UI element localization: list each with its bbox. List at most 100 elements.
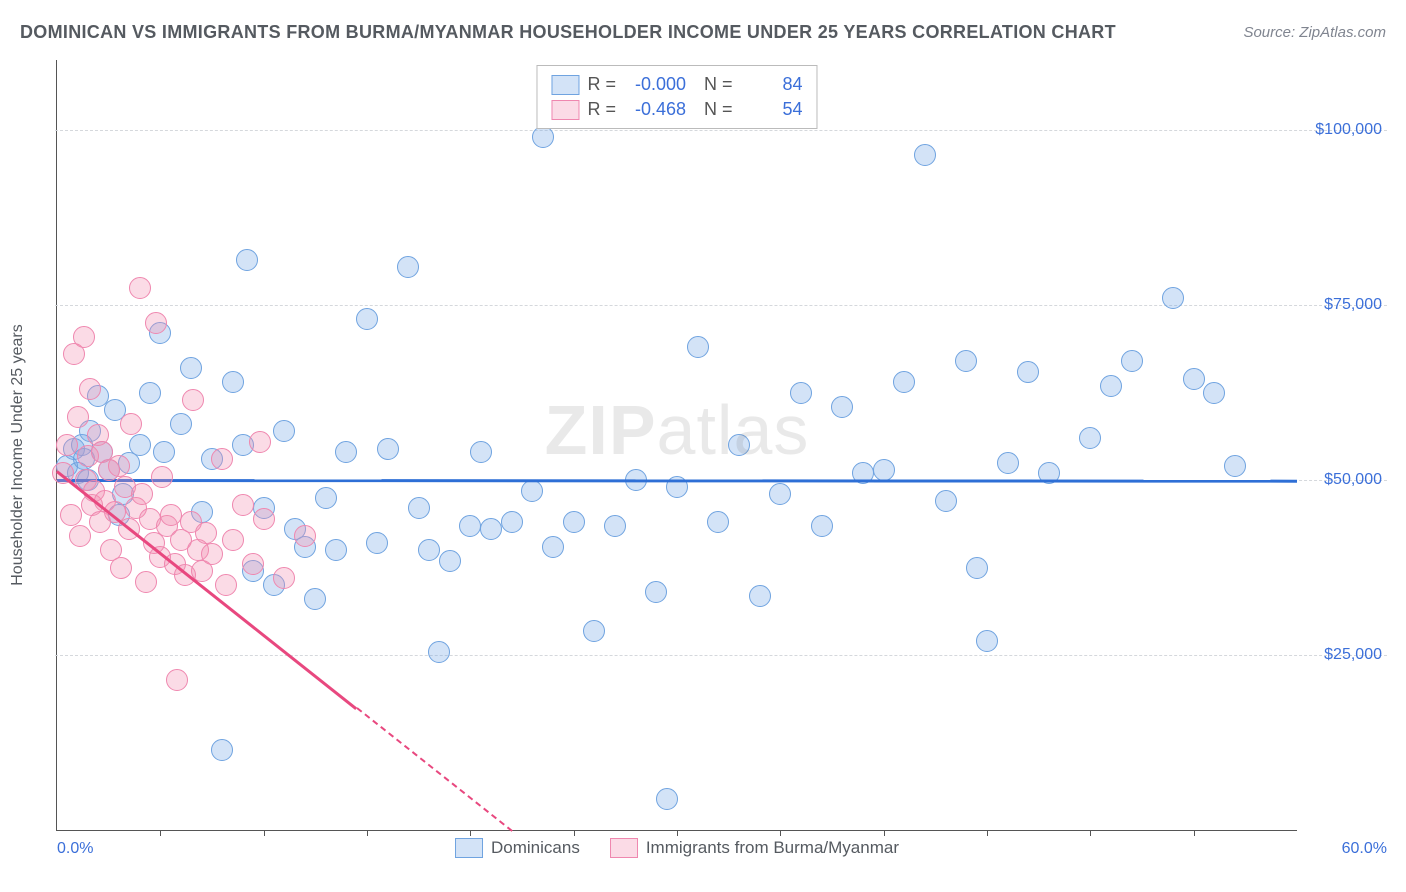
data-point-burma <box>129 277 151 299</box>
data-point-burma <box>232 494 254 516</box>
data-point-burma <box>67 406 89 428</box>
data-point-dominicans <box>521 480 543 502</box>
data-point-burma <box>195 522 217 544</box>
legend-label: Immigrants from Burma/Myanmar <box>646 838 899 858</box>
data-point-dominicans <box>439 550 461 572</box>
legend-series: Dominicans Immigrants from Burma/Myanmar <box>455 838 899 858</box>
data-point-dominicans <box>470 441 492 463</box>
data-point-dominicans <box>459 515 481 537</box>
y-tick-label: $50,000 <box>1324 471 1382 489</box>
data-point-dominicans <box>236 249 258 271</box>
data-point-dominicans <box>831 396 853 418</box>
data-point-dominicans <box>707 511 729 533</box>
data-point-burma <box>222 529 244 551</box>
grid-line <box>55 655 1387 656</box>
legend-r-value: -0.000 <box>624 74 686 95</box>
data-point-burma <box>160 504 182 526</box>
data-point-dominicans <box>211 739 233 761</box>
data-point-burma <box>60 504 82 526</box>
data-point-dominicans <box>687 336 709 358</box>
data-point-dominicans <box>1224 455 1246 477</box>
data-point-dominicans <box>335 441 357 463</box>
x-tick <box>677 830 678 836</box>
x-tick <box>1090 830 1091 836</box>
source-label: Source: ZipAtlas.com <box>1243 24 1386 41</box>
data-point-burma <box>215 574 237 596</box>
data-point-burma <box>79 378 101 400</box>
y-tick-label: $25,000 <box>1324 646 1382 664</box>
data-point-burma <box>73 326 95 348</box>
data-point-dominicans <box>397 256 419 278</box>
x-tick <box>264 830 265 836</box>
watermark: ZIPatlas <box>545 390 810 470</box>
legend-swatch-burma <box>610 838 638 858</box>
y-tick-label: $100,000 <box>1315 121 1382 139</box>
data-point-dominicans <box>408 497 430 519</box>
data-point-dominicans <box>935 490 957 512</box>
chart-title: DOMINICAN VS IMMIGRANTS FROM BURMA/MYANM… <box>20 22 1116 43</box>
legend-swatch-burma <box>551 100 579 120</box>
x-tick <box>470 830 471 836</box>
data-point-dominicans <box>153 441 175 463</box>
chart-container: DOMINICAN VS IMMIGRANTS FROM BURMA/MYANM… <box>0 0 1406 892</box>
x-axis-max-label: 60.0% <box>1342 840 1387 858</box>
data-point-dominicans <box>604 515 626 537</box>
data-point-dominicans <box>222 371 244 393</box>
legend-n-label: N = <box>694 74 733 95</box>
data-point-burma <box>56 434 78 456</box>
data-point-dominicans <box>139 382 161 404</box>
data-point-dominicans <box>1203 382 1225 404</box>
data-point-dominicans <box>873 459 895 481</box>
data-point-dominicans <box>501 511 523 533</box>
data-point-dominicans <box>542 536 564 558</box>
data-point-dominicans <box>645 581 667 603</box>
chart-area: Householder Income Under 25 years ZIPatl… <box>56 60 1386 850</box>
data-point-burma <box>253 508 275 530</box>
legend-item-dominicans: Dominicans <box>455 838 580 858</box>
data-point-dominicans <box>749 585 771 607</box>
legend-swatch-dominicans <box>551 75 579 95</box>
data-point-dominicans <box>366 532 388 554</box>
x-tick <box>884 830 885 836</box>
data-point-dominicans <box>428 641 450 663</box>
data-point-burma <box>249 431 271 453</box>
data-point-burma <box>151 466 173 488</box>
data-point-dominicans <box>790 382 812 404</box>
data-point-burma <box>211 448 233 470</box>
data-point-dominicans <box>129 434 151 456</box>
legend-r-value: -0.468 <box>624 99 686 120</box>
data-point-dominicans <box>325 539 347 561</box>
legend-n-label: N = <box>694 99 733 120</box>
legend-item-burma: Immigrants from Burma/Myanmar <box>610 838 899 858</box>
legend-r-label: R = <box>587 74 616 95</box>
data-point-dominicans <box>1017 361 1039 383</box>
legend-row-dominicans: R = -0.000 N = 84 <box>551 72 802 97</box>
legend-row-burma: R = -0.468 N = 54 <box>551 97 802 122</box>
legend-correlation: R = -0.000 N = 84 R = -0.468 N = 54 <box>536 65 817 129</box>
x-axis-min-label: 0.0% <box>57 840 93 858</box>
data-point-dominicans <box>976 630 998 652</box>
data-point-dominicans <box>480 518 502 540</box>
data-point-dominicans <box>1100 375 1122 397</box>
data-point-dominicans <box>769 483 791 505</box>
data-point-dominicans <box>1162 287 1184 309</box>
legend-n-value: 84 <box>741 74 803 95</box>
x-tick <box>987 830 988 836</box>
data-point-dominicans <box>532 126 554 148</box>
y-axis-title: Householder Income Under 25 years <box>9 324 27 585</box>
data-point-burma <box>108 455 130 477</box>
grid-line <box>55 305 1387 306</box>
data-point-dominicans <box>563 511 585 533</box>
data-point-burma <box>110 557 132 579</box>
trend-line-burma-dashed <box>356 707 512 831</box>
data-point-dominicans <box>656 788 678 810</box>
data-point-dominicans <box>418 539 440 561</box>
data-point-dominicans <box>356 308 378 330</box>
data-point-dominicans <box>893 371 915 393</box>
data-point-burma <box>145 312 167 334</box>
legend-n-value: 54 <box>741 99 803 120</box>
legend-swatch-dominicans <box>455 838 483 858</box>
data-point-dominicans <box>728 434 750 456</box>
data-point-dominicans <box>377 438 399 460</box>
data-point-dominicans <box>914 144 936 166</box>
